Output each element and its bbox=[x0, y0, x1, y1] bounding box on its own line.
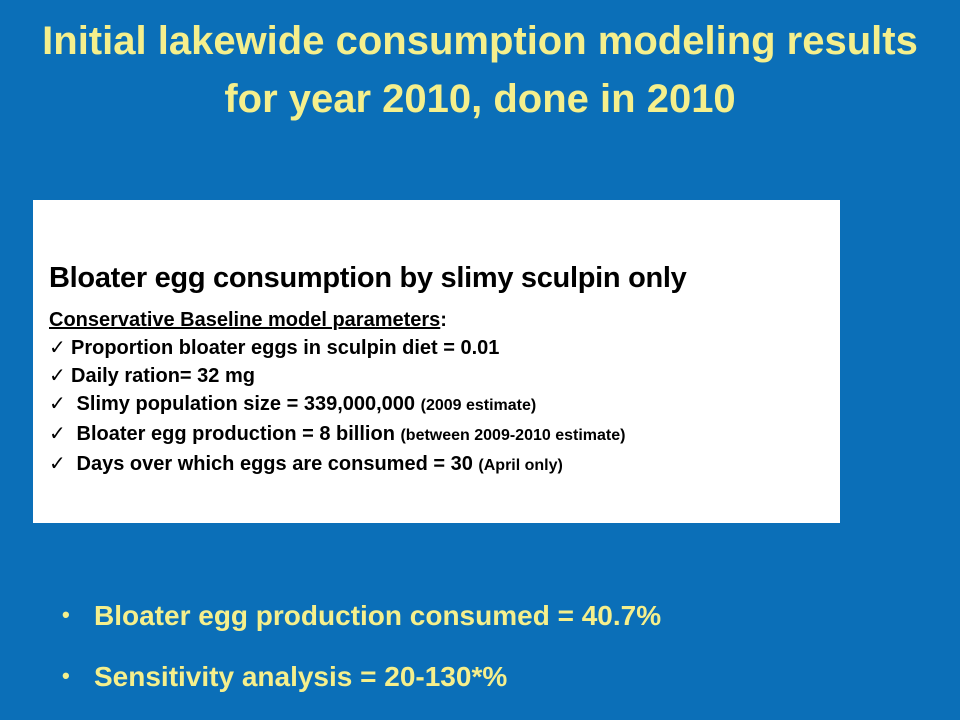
checkmark-icon: ✓ bbox=[49, 337, 66, 359]
parameter-item: ✓ Bloater egg production = 8 billion (be… bbox=[49, 420, 840, 450]
checkmark-icon: ✓ bbox=[49, 423, 66, 445]
results-bullet-list: • Bloater egg production consumed = 40.7%… bbox=[62, 585, 661, 707]
result-text: Sensitivity analysis = 20-130*% bbox=[94, 661, 508, 692]
parameter-item: ✓ Proportion bloater eggs in sculpin diet… bbox=[49, 334, 840, 362]
inset-subtitle: Conservative Baseline model parameters: bbox=[49, 306, 840, 334]
result-bullet: • Sensitivity analysis = 20-130*% bbox=[62, 646, 661, 707]
parameter-item: ✓ Days over which eggs are consumed = 30… bbox=[49, 450, 840, 480]
parameter-note: (2009 estimate) bbox=[420, 397, 537, 414]
parameter-list: ✓ Proportion bloater eggs in sculpin diet… bbox=[49, 334, 840, 480]
inset-title: Bloater egg consumption by slimy sculpin… bbox=[49, 262, 687, 294]
parameter-text: Daily ration= 32 mg bbox=[71, 365, 255, 387]
slide-title: Initial lakewide consumption modeling re… bbox=[42, 19, 918, 121]
result-text: Bloater egg production consumed = 40.7% bbox=[94, 600, 662, 631]
inset-subtitle-text: Conservative Baseline model parameters bbox=[49, 309, 441, 331]
parameter-text: Proportion bloater eggs in sculpin diet … bbox=[71, 337, 500, 359]
parameter-text: Slimy population size = 339,000,000 bbox=[71, 393, 416, 415]
parameter-item: ✓ Daily ration= 32 mg bbox=[49, 362, 840, 390]
checkmark-icon: ✓ bbox=[49, 453, 66, 475]
parameters-image-panel: Bloater egg consumption by slimy sculpin… bbox=[33, 200, 840, 523]
bullet-dot-icon: • bbox=[62, 663, 70, 688]
parameter-note: (April only) bbox=[478, 457, 563, 474]
parameter-note: (between 2009-2010 estimate) bbox=[400, 427, 626, 444]
parameter-text: Bloater egg production = 8 billion bbox=[71, 423, 395, 445]
parameter-item: ✓ Slimy population size = 339,000,000 (2… bbox=[49, 390, 840, 420]
bullet-dot-icon: • bbox=[62, 602, 70, 627]
checkmark-icon: ✓ bbox=[49, 365, 66, 387]
result-bullet: • Bloater egg production consumed = 40.7% bbox=[62, 585, 661, 646]
checkmark-icon: ✓ bbox=[49, 393, 66, 415]
parameter-text: Days over which eggs are consumed = 30 bbox=[71, 453, 473, 475]
inset-subtitle-colon: : bbox=[440, 309, 447, 331]
